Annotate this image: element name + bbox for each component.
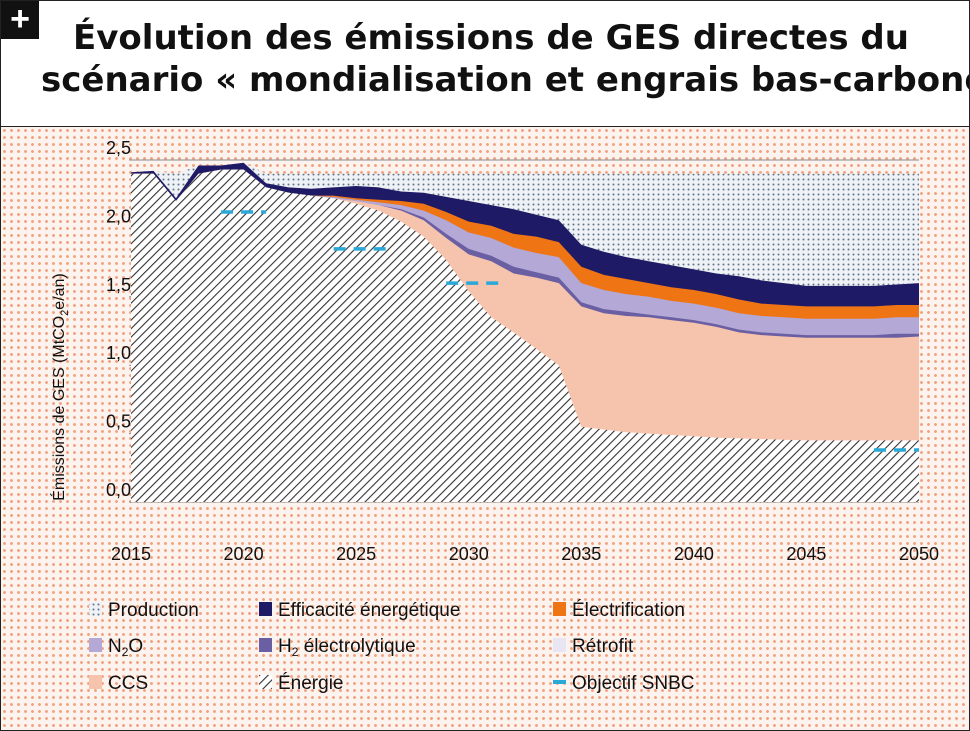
legend-label: Rétrofit [572,636,634,657]
legend-item: Rétrofit [553,636,634,657]
legend-item: Électrification [553,600,685,621]
legend-item: Efficacité énergétique [259,600,460,621]
legend-swatch [89,638,102,652]
objectif-snbc-marks [221,210,919,452]
legend-item: Objectif SNBC [553,673,694,694]
x-tick-label: 2050 [899,544,939,564]
x-tick-label: 2015 [111,544,151,564]
y-tick-label: 0,5 [106,412,131,432]
y-tick-labels: 0,0 0,5 1,0 1,5 2,0 2,5 [106,138,131,500]
legend-label: Efficacité énergétique [278,600,460,621]
legend-item: CCS [89,673,148,694]
y-tick-label: 0,0 [106,480,131,500]
legend-swatch [259,638,272,652]
x-tick-label: 2045 [786,544,826,564]
legend: Production Efficacité énergétique Électrif… [89,600,694,694]
chart-body: 0,0 0,5 1,0 1,5 2,0 2,5 2015 2020 2025 2030 2035 2… [1,127,969,730]
area-chart: 0,00,51,01,52,02,5 2015 2020 2025 2030 2035 2… [49,138,939,694]
x-tick-label: 2030 [449,544,489,564]
x-tick-labels: 2015 2020 2025 2030 2035 2040 2045 2050 [111,544,939,564]
y-tick-label: 1,5 [106,275,131,295]
legend-label: Objectif SNBC [572,673,694,694]
legend-item: Production [89,600,199,621]
plus-badge[interactable]: + [1,1,39,39]
y-tick-label: 2,5 [106,138,131,158]
legend-swatch [89,602,102,616]
legend-swatch [259,602,272,616]
legend-swatch [553,638,566,652]
chart-title: Évolution des émissions de GES directes … [41,17,970,101]
x-tick-label: 2035 [561,544,601,564]
legend-label: H2 électrolytique [278,636,416,659]
title-line-1: Évolution des émissions de GES directes … [73,18,909,58]
legend-item: N2O [89,636,143,659]
x-tick-label: 2020 [224,544,264,564]
legend-label: CCS [108,673,148,694]
legend-label: Énergie [278,673,344,694]
series-areas [131,162,919,502]
legend-label: Production [108,600,199,621]
x-tick-label: 2040 [674,544,714,564]
legend-swatch [259,675,272,689]
x-tick-label: 2025 [336,544,376,564]
y-tick-label: 2,0 [106,206,131,226]
title-line-2: scénario « mondialisation et engrais bas… [41,60,970,100]
legend-item: Énergie [259,673,344,694]
legend-swatch [89,675,102,689]
legend-swatch [553,680,566,684]
legend-label: Électrification [572,600,685,621]
header: + Évolution des émissions de GES directe… [1,1,969,127]
legend-swatch [553,602,566,616]
area-production [131,173,919,286]
y-axis-label: Émissions de GES (MtCO2e/an) [49,273,71,501]
y-tick-label: 1,0 [106,343,131,363]
legend-label: N2O [108,636,143,659]
legend-item: H2 électrolytique [259,636,416,659]
area--nergie [131,169,919,502]
